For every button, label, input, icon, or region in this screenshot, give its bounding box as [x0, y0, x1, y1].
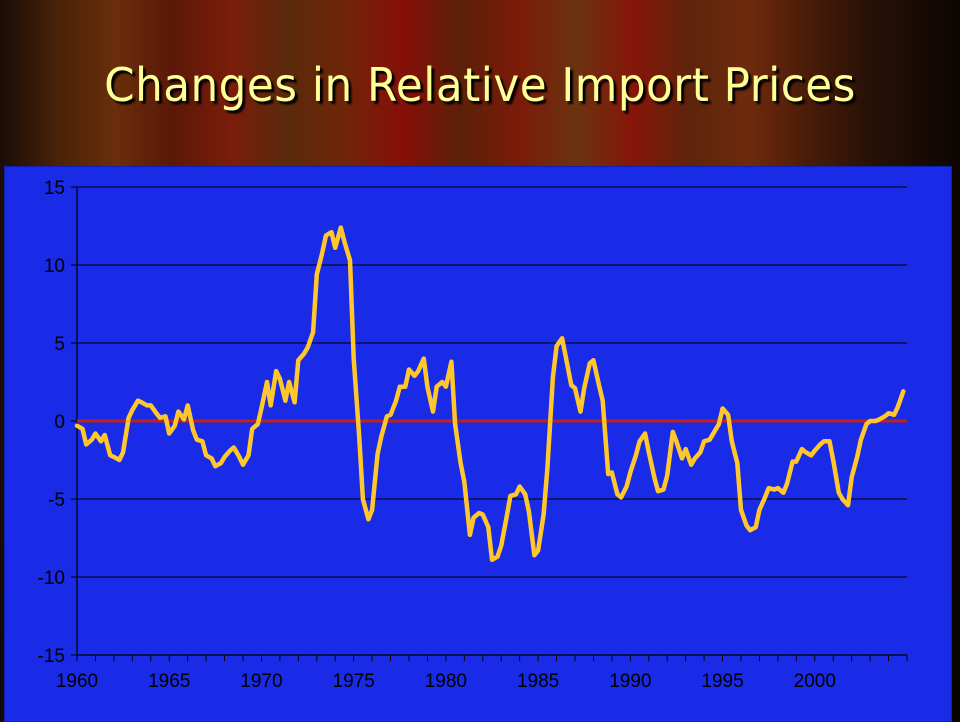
y-tick-label: 15	[44, 178, 65, 199]
x-tick-label: 1970	[240, 671, 282, 692]
x-tick-label: 1985	[517, 671, 559, 692]
x-tick-label: 1965	[148, 671, 190, 692]
x-tick-label: 1980	[425, 671, 467, 692]
x-tick-label: 2000	[794, 671, 836, 692]
y-tick-label: -15	[38, 646, 65, 667]
line-chart: 15 10 5 0 -5 -10 -15 1960 1965 1970 1975 1980 1985 19…	[38, 178, 908, 692]
y-tick-label: -10	[38, 568, 65, 589]
y-tick-label: 10	[44, 256, 65, 277]
y-tick-label: -5	[48, 490, 65, 511]
x-tick-label: 1975	[333, 671, 375, 692]
y-tick-label: 0	[54, 412, 65, 433]
y-tick-label: 5	[54, 334, 65, 355]
series-line	[74, 225, 906, 563]
x-tick-label: 1960	[56, 671, 98, 692]
x-tick-label: 1990	[609, 671, 651, 692]
slide-title: Changes in Relative Import Prices	[104, 58, 856, 112]
chart-panel: 15 10 5 0 -5 -10 -15 1960 1965 1970 1975 1980 1985 19…	[4, 166, 952, 722]
x-tick-label: 1995	[701, 671, 743, 692]
